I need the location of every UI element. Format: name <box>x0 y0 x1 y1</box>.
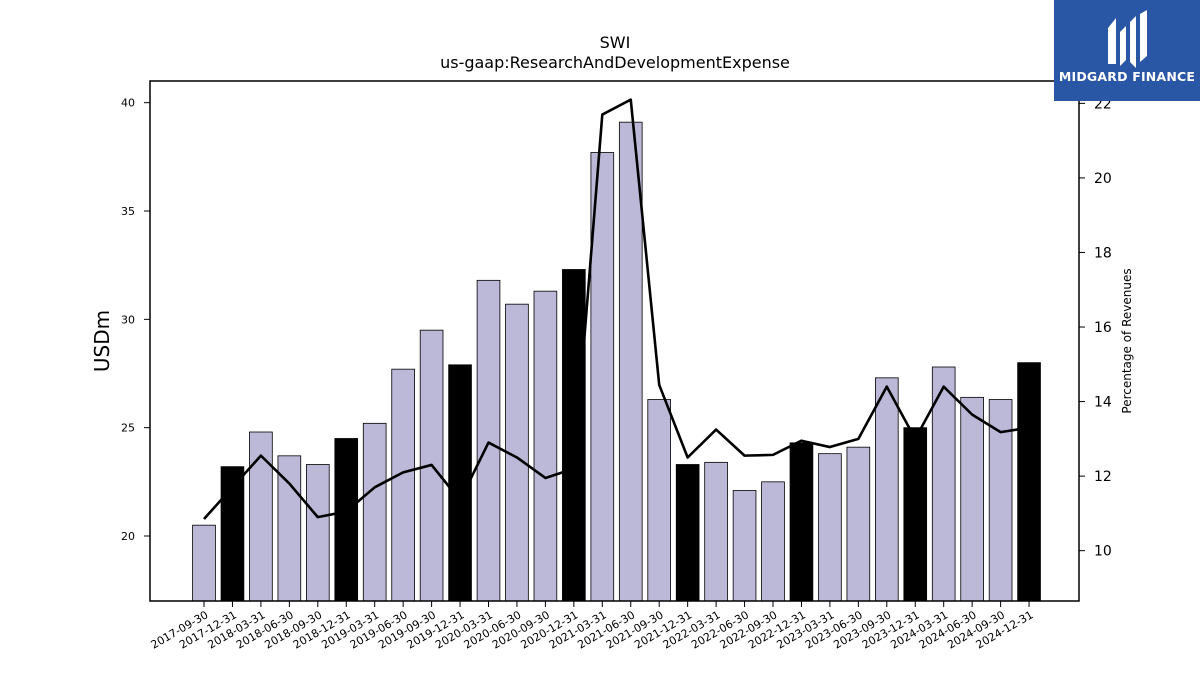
bar-2023-03-31 <box>818 453 842 602</box>
y2-axis-label: Percentage of Revenues <box>1120 268 1134 413</box>
bar-2021-09-30 <box>647 399 671 602</box>
bar-2024-06-30 <box>960 396 984 602</box>
bar-2023-09-30 <box>875 377 899 602</box>
y-tick-label: 35 <box>121 205 135 218</box>
y2-tick-label: 20 <box>1094 171 1112 187</box>
y2-tick-label: 12 <box>1094 469 1112 485</box>
y2-tick-label: 16 <box>1094 320 1112 336</box>
chart-title: SWI <box>600 33 631 52</box>
bar-2020-03-31 <box>476 279 501 602</box>
bar-2018-06-30 <box>277 455 302 602</box>
bar-2017-09-30 <box>192 524 216 602</box>
plot-frame <box>149 80 1080 602</box>
y-tick-label: 30 <box>121 313 135 326</box>
bar-2022-03-31 <box>704 461 728 602</box>
bar-2022-09-30 <box>761 481 785 602</box>
y2-tick-label: 14 <box>1094 395 1112 411</box>
bar-2019-03-31 <box>362 422 387 602</box>
y-tick-label: 25 <box>121 422 135 435</box>
bar-2021-12-31 <box>675 464 700 602</box>
y-tick-label: 20 <box>121 530 135 543</box>
line-group <box>203 98 1030 520</box>
bar-2024-12-31 <box>1017 362 1041 602</box>
bar-2019-06-30 <box>391 368 415 602</box>
logo-text: MIDGARD FINANCE <box>1058 69 1196 84</box>
bar-2020-09-30 <box>533 290 558 602</box>
bar-2023-06-30 <box>846 446 871 602</box>
bar-2022-06-30 <box>732 490 757 602</box>
bar-2021-06-30 <box>618 121 643 602</box>
bar-2020-12-31 <box>562 269 586 602</box>
y-axis-label: USDm <box>90 310 114 372</box>
logo-icon <box>1108 10 1147 68</box>
logo-badge: MIDGARD FINANCE <box>1054 0 1200 101</box>
y2-tick-label: 18 <box>1094 245 1112 261</box>
bar-2022-12-31 <box>789 442 814 602</box>
y-tick-label: 40 <box>121 97 135 110</box>
chart-subtitle: us-gaap:ResearchAndDevelopmentExpense <box>440 53 790 72</box>
bar-2018-12-31 <box>334 438 359 602</box>
y2-tick-label: 10 <box>1094 544 1112 560</box>
percentage-line <box>203 98 1030 520</box>
bar-2018-09-30 <box>305 464 330 602</box>
bar-2023-12-31 <box>903 427 928 602</box>
bars-group <box>192 121 1041 602</box>
